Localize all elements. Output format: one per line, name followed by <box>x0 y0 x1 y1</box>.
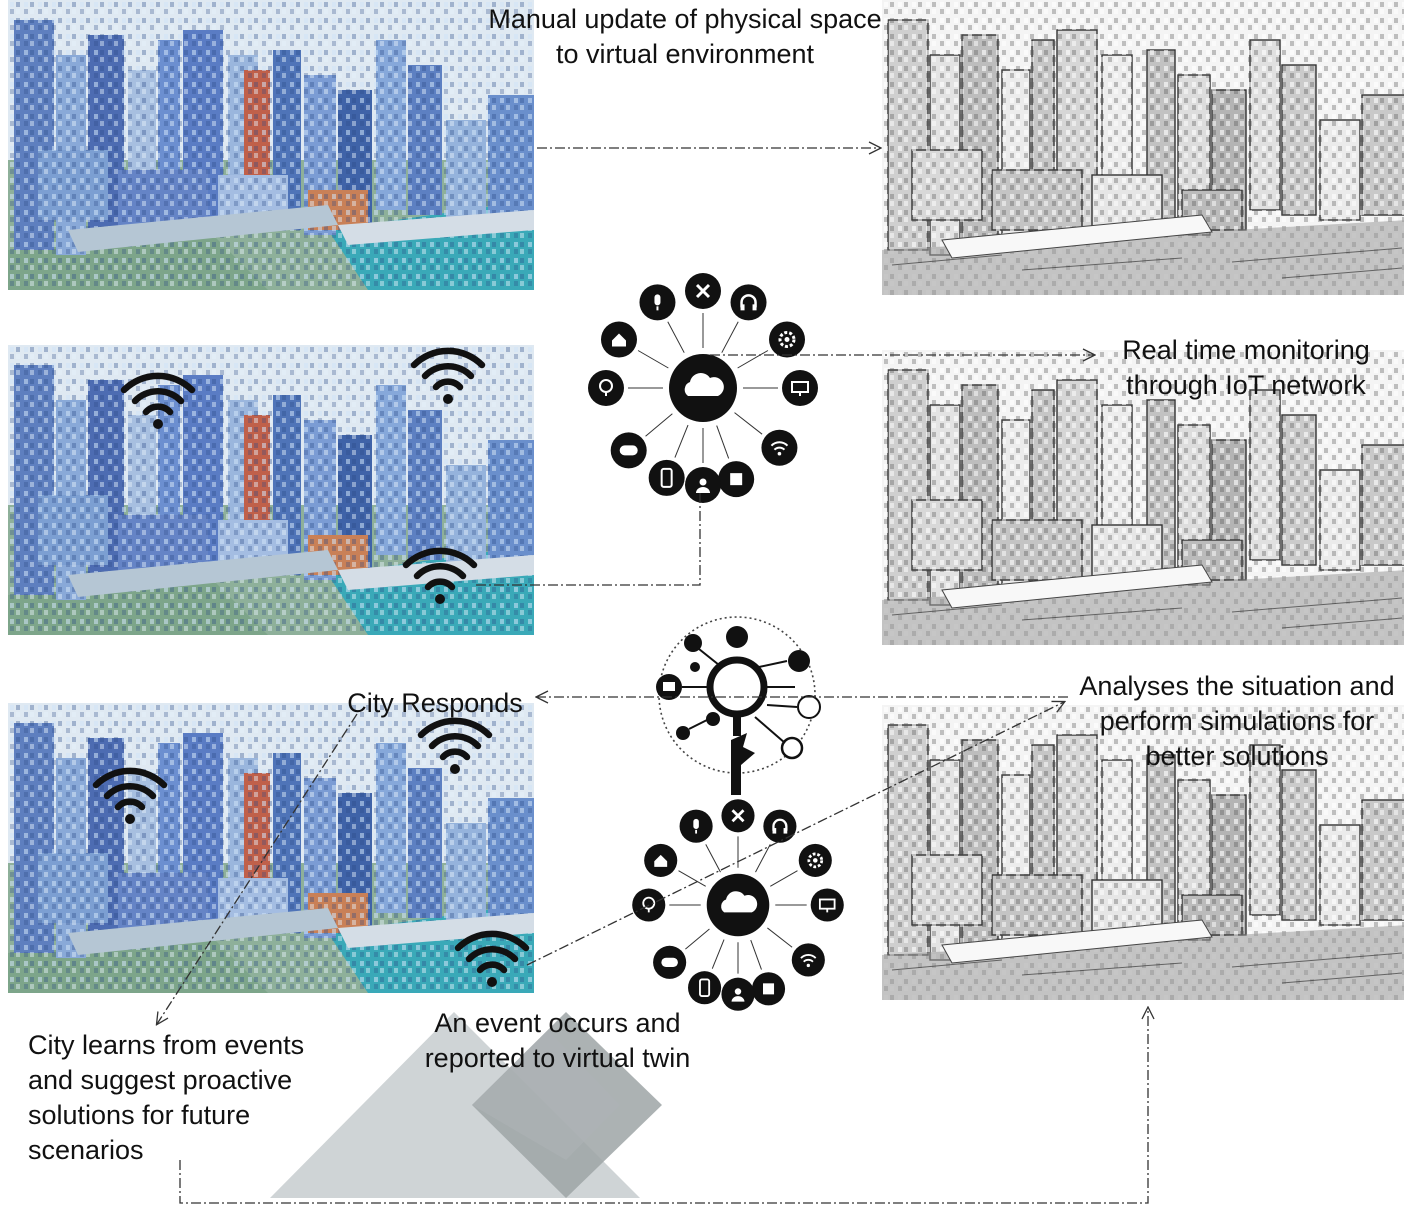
label-manual-update: Manual update of physical space to virtu… <box>455 2 915 72</box>
hub-link <box>750 939 762 970</box>
gear-icon <box>798 843 832 877</box>
gamepad-icon <box>610 432 647 469</box>
hub-link <box>716 425 730 459</box>
label-analyses-line-3: better solutions <box>1145 741 1329 771</box>
label-analyses-line-2: perform simulations for <box>1099 706 1375 736</box>
label-analyses: Analyses the situation and perform simul… <box>1070 669 1404 774</box>
hub-link <box>674 424 689 458</box>
connector-sensor-to-hub <box>476 492 701 586</box>
gear-icon <box>769 321 806 358</box>
chip-icon <box>718 461 755 498</box>
gamepad-icon <box>653 945 687 979</box>
chip-icon <box>751 972 786 1006</box>
connectors <box>157 148 1148 1204</box>
hub-link <box>721 321 739 353</box>
watermark-diamond-overlap <box>472 1030 620 1160</box>
label-city-learns: City learns from events and suggest proa… <box>28 1028 338 1168</box>
label-city-learns-line-4: scenarios <box>28 1135 144 1165</box>
headphones-icon <box>730 284 767 321</box>
label-realtime-monitoring: Real time monitoring through IoT network <box>1108 333 1384 403</box>
cloud-icon <box>721 891 758 913</box>
physical-city-middle <box>8 345 534 635</box>
hub-link <box>711 939 725 969</box>
hub-link <box>637 350 669 369</box>
hub-link <box>767 927 793 948</box>
iot-hub-top <box>588 273 818 503</box>
user-icon <box>721 977 755 1011</box>
label-event-occurs-line-2: reported to virtual twin <box>424 1043 691 1073</box>
label-city-learns-line-2: and suggest proactive <box>28 1065 293 1095</box>
virtual-city-top <box>881 0 1404 296</box>
phone-icon <box>648 459 685 496</box>
label-city-learns-line-1: City learns from events <box>28 1030 305 1060</box>
microphone-icon <box>639 284 676 321</box>
label-analyses-line-1: Analyses the situation and <box>1079 671 1395 701</box>
home-icon <box>600 321 637 358</box>
hub-link <box>755 844 771 873</box>
connector-learns-to-virtual <box>179 1008 1148 1204</box>
user-icon <box>685 467 721 503</box>
monitor-icon <box>782 370 818 406</box>
hub-link <box>705 844 721 873</box>
cloud-icon <box>684 373 724 396</box>
hub-link <box>685 928 710 950</box>
connector-event-to-analysis <box>526 702 1064 966</box>
label-city-learns-line-3: solutions for future <box>28 1100 251 1130</box>
physical-city-bottom <box>8 703 534 993</box>
phone-icon <box>688 971 722 1005</box>
hub-link <box>667 321 685 353</box>
tools-icon <box>685 273 721 309</box>
label-realtime-line-1: Real time monitoring <box>1122 335 1370 365</box>
label-realtime-line-2: through IoT network <box>1126 370 1366 400</box>
label-event-occurs: An event occurs and reported to virtual … <box>405 1006 710 1076</box>
hub-link <box>734 412 763 435</box>
label-city-responds: City Responds <box>334 686 536 721</box>
analytics-icon <box>656 616 821 795</box>
label-manual-update-line-1: Manual update of physical space <box>488 4 882 34</box>
hub-link <box>737 350 769 369</box>
hub-link <box>770 870 798 887</box>
label-city-responds-line-1: City Responds <box>347 688 523 718</box>
connector-responds-to-learns <box>157 713 358 1024</box>
label-event-occurs-line-1: An event occurs and <box>434 1008 681 1038</box>
lightbulb-icon <box>588 370 624 406</box>
wifi-icon <box>791 943 825 977</box>
microphone-icon <box>679 809 713 843</box>
hub-link <box>678 870 706 887</box>
home-icon <box>644 843 678 877</box>
label-manual-update-line-2: to virtual environment <box>555 39 815 69</box>
headphones-icon <box>763 809 797 843</box>
monitor-icon <box>810 888 844 922</box>
wifi-icon <box>761 429 798 466</box>
tools-icon <box>721 799 755 833</box>
iot-hub-bottom <box>632 799 844 1011</box>
hub-link <box>645 413 673 437</box>
